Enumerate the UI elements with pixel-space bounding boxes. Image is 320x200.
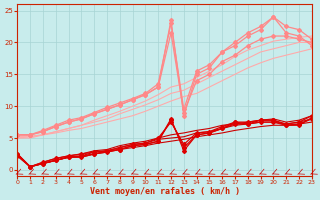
X-axis label: Vent moyen/en rafales ( km/h ): Vent moyen/en rafales ( km/h ) — [90, 187, 240, 196]
